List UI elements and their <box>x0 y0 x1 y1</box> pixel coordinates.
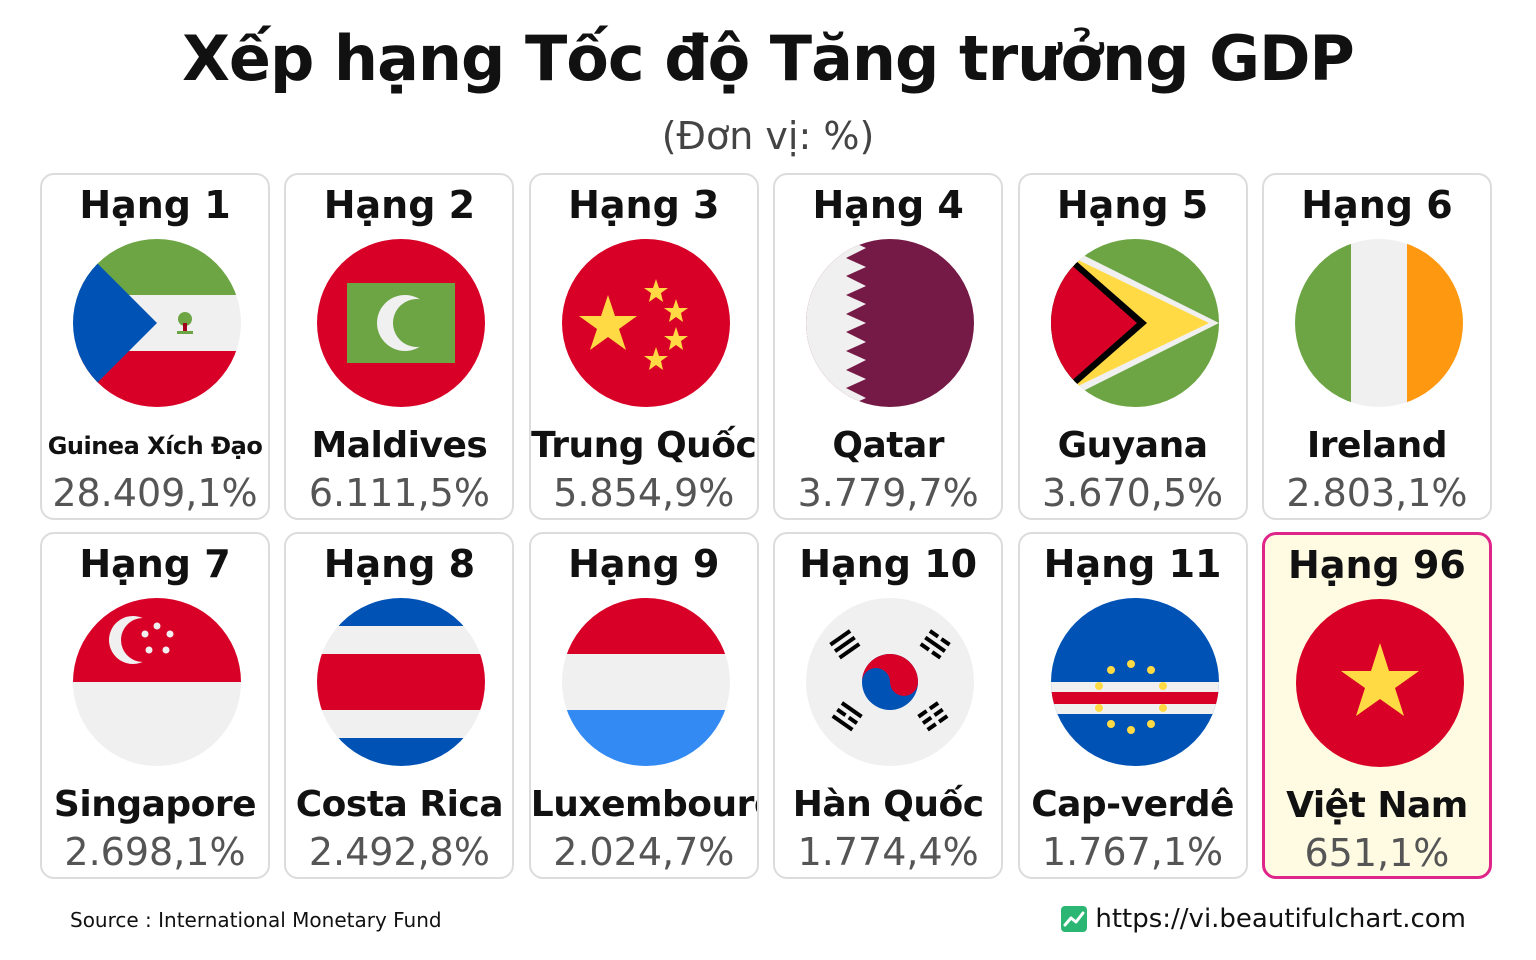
rank-label: Hạng 96 <box>1288 543 1466 587</box>
chart-title: Xếp hạng Tốc độ Tăng trưởng GDP <box>182 22 1355 95</box>
beautifulchart-logo-icon <box>1061 906 1088 932</box>
country-name: Việt Nam <box>1286 785 1468 826</box>
vietnam-flag-icon <box>1295 599 1464 767</box>
rank-card: Hạng 7 Singapore 2.698,1% <box>40 532 270 879</box>
qatar-flag-icon <box>806 239 975 407</box>
growth-value: 28.409,1% <box>52 471 258 515</box>
growth-value: 2.024,7% <box>553 830 735 874</box>
website-link[interactable]: https://vi.beautifulchart.com <box>1061 904 1466 934</box>
growth-value: 3.670,5% <box>1041 471 1224 515</box>
rank-card: Hạng 9 Luxembourg 2.024,7% <box>528 532 759 879</box>
ireland-flag-icon <box>1294 239 1463 407</box>
china-flag-icon <box>561 239 730 407</box>
chart-subtitle: (Đơn vị: %) <box>661 114 875 158</box>
growth-value: 2.803,1% <box>1286 471 1468 515</box>
rank-label: Hạng 11 <box>1043 542 1222 586</box>
growth-value: 2.698,1% <box>64 830 246 874</box>
country-name: Costa Rica <box>295 784 504 825</box>
source-note: Source : International Monetary Fund <box>70 908 442 932</box>
country-name: Ireland <box>1306 425 1448 466</box>
country-name: Singapore <box>53 784 257 825</box>
equatorial-guinea-flag-icon <box>73 239 241 407</box>
rank-label: Hạng 8 <box>323 542 476 586</box>
growth-value: 651,1% <box>1304 831 1450 875</box>
growth-value: 2.492,8% <box>308 830 490 874</box>
rank-label: Hạng 5 <box>1056 183 1209 227</box>
rank-card: Hạng 6 Ireland 2.803,1% <box>1261 173 1492 520</box>
rank-card: Hạng 2 Maldives 6.111,5% <box>284 173 515 520</box>
growth-value: 6.111,5% <box>308 471 490 515</box>
rank-card: Hạng 4 Qatar 3.779,7% <box>773 173 1004 520</box>
maldives-flag-icon <box>317 239 486 407</box>
country-name: Maldives <box>311 425 488 466</box>
growth-value: 1.774,4% <box>797 830 979 874</box>
rank-label: Hạng 3 <box>568 183 720 227</box>
country-name: Trung Quốc <box>531 425 757 466</box>
country-name: Guinea Xích Đạo <box>47 432 263 460</box>
rank-label: Hạng 2 <box>323 183 476 227</box>
ranking-grid: Hạng 1 Guinea Xích Đạo 28.409,1% Hạng 2 <box>40 173 1492 879</box>
rank-label: Hạng 10 <box>799 542 978 586</box>
rank-card-highlighted: Hạng 96 Việt Nam 651,1% <box>1261 532 1492 879</box>
cape-verde-flag-icon <box>1050 598 1219 766</box>
growth-value: 3.779,7% <box>797 471 979 515</box>
rank-label: Hạng 1 <box>79 183 231 227</box>
rank-card: Hạng 1 Guinea Xích Đạo 28.409,1% <box>40 173 270 520</box>
country-name: Qatar <box>832 425 944 466</box>
website-url[interactable]: https://vi.beautifulchart.com <box>1095 904 1466 934</box>
guyana-flag-icon <box>1050 239 1219 407</box>
rank-card: Hạng 8 Costa Rica 2.492,8% <box>284 532 515 879</box>
rank-card: Hạng 3 Trung Quốc 5.854,9% <box>528 173 759 520</box>
rank-card: Hạng 5 Guyana 3.670,5% <box>1017 173 1248 520</box>
luxembourg-flag-icon <box>561 598 730 766</box>
singapore-flag-icon <box>73 598 241 766</box>
rank-card: Hạng 10 <box>773 532 1004 879</box>
costa-rica-flag-icon <box>317 598 486 766</box>
growth-value: 5.854,9% <box>553 471 735 515</box>
country-name: Luxembourg <box>530 784 759 825</box>
country-name: Hàn Quốc <box>792 784 984 825</box>
rank-label: Hạng 9 <box>568 542 720 586</box>
growth-value: 1.767,1% <box>1041 830 1224 874</box>
rank-label: Hạng 6 <box>1301 183 1453 227</box>
south-korea-flag-icon <box>806 598 975 766</box>
country-name: Guyana <box>1057 425 1208 466</box>
rank-label: Hạng 4 <box>812 183 964 227</box>
country-name: Cap-verdê <box>1031 784 1234 825</box>
rank-label: Hạng 7 <box>79 542 231 586</box>
rank-card: Hạng 11 Cap-verdê 1.767,1% <box>1017 532 1248 879</box>
